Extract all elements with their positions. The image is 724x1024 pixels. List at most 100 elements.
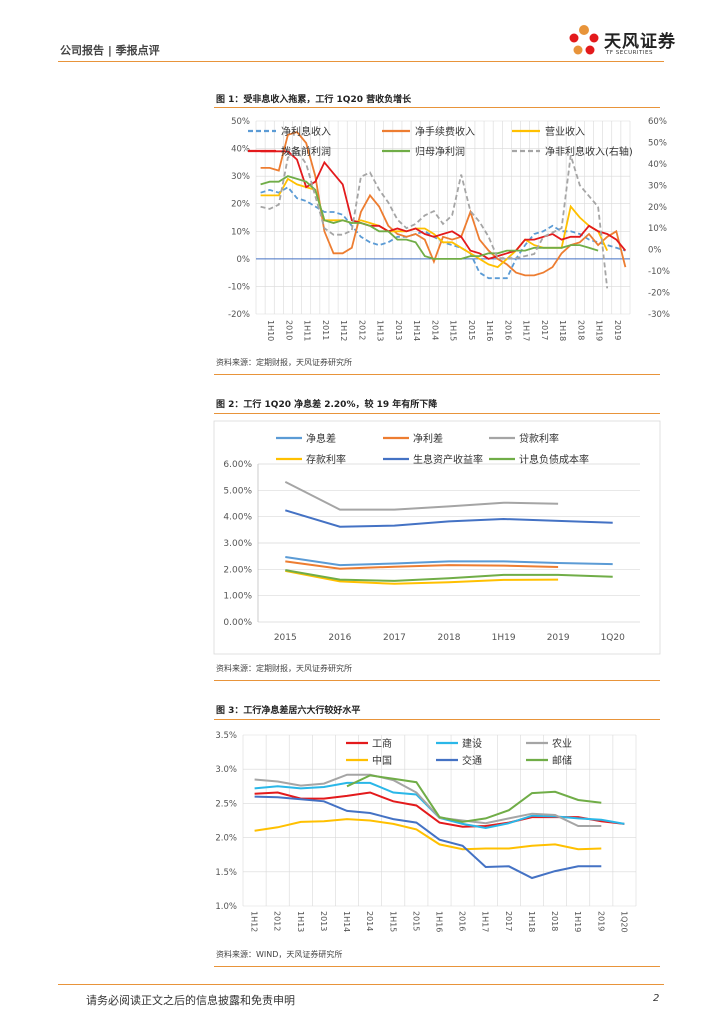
figure-1-source: 资料来源：定期财报，天风证券研究所 bbox=[216, 358, 352, 367]
chart-3-x-tick: 2013 bbox=[319, 911, 328, 931]
chart-2-x-tick: 1Q20 bbox=[601, 633, 626, 643]
chart-1-y-tick-right: 50% bbox=[648, 138, 667, 148]
chart-1-x-tick: 2012 bbox=[357, 320, 366, 340]
chart-3-x-tick: 1H19 bbox=[573, 911, 582, 932]
chart-3-legend-label: 邮储 bbox=[552, 754, 572, 767]
chart-1-x-tick: 1H16 bbox=[485, 320, 494, 341]
figure-2-bottom-rule bbox=[214, 680, 660, 681]
chart-1-x-tick: 1H17 bbox=[522, 320, 531, 341]
chart-3: 3.5% 3.0% 2.5% 2.0% 1.5% 1.0% 1H12 2012 1H13 2013… bbox=[215, 731, 637, 933]
chart-2-y-tick: 2.00% bbox=[223, 565, 252, 575]
chart-1-y-tick-left: -20% bbox=[228, 310, 250, 320]
chart-1-y-tick-right: -10% bbox=[648, 267, 670, 277]
chart-3-x-tick: 2014 bbox=[365, 911, 374, 931]
chart-3-y-tick: 1.0% bbox=[215, 902, 237, 912]
figure-1-title: 图 1：受非息收入拖累，工行 1Q20 营收负增长 bbox=[216, 95, 412, 105]
chart-1-y-tick-left: 10% bbox=[231, 227, 250, 237]
chart-1-y-tick-right: 20% bbox=[648, 203, 667, 213]
footer-disclaimer: 请务必阅读正文之后的信息披露和免责申明 bbox=[86, 994, 295, 1007]
chart-1-legend-label: 营业收入 bbox=[545, 125, 585, 138]
chart-3-series-line bbox=[254, 773, 602, 827]
chart-1-y-tick-left: -10% bbox=[228, 282, 250, 292]
chart-1-y-tick-right: 30% bbox=[648, 181, 667, 191]
chart-2-legend-label: 生息资产收益率 bbox=[413, 453, 483, 466]
figure-2-top-rule bbox=[214, 413, 660, 414]
chart-1-x-tick: 2017 bbox=[540, 320, 549, 340]
chart-2-series-line bbox=[284, 481, 559, 511]
chart-3-y-tick: 3.0% bbox=[215, 765, 237, 775]
chart-1-legend-label: 净非利息收入(右轴) bbox=[545, 145, 633, 158]
logo-subtext: TF SECURITIES bbox=[606, 50, 653, 56]
company-logo-icon bbox=[569, 25, 599, 55]
chart-3-series-line bbox=[254, 795, 602, 880]
chart-3-legend-label: 建设 bbox=[462, 737, 482, 750]
chart-1-y-tick-right: 10% bbox=[648, 224, 667, 234]
logo-text: 天风证券 bbox=[604, 32, 676, 52]
figure-3-top-rule bbox=[214, 719, 660, 720]
chart-1-legend-label: 拨备前利润 bbox=[281, 145, 331, 158]
chart-1-x-tick: 2015 bbox=[467, 320, 476, 340]
chart-1-x-tick: 2019 bbox=[613, 320, 622, 340]
chart-2-legend-label: 存款利率 bbox=[306, 453, 346, 466]
footer-divider bbox=[58, 984, 664, 985]
chart-3-y-tick: 2.0% bbox=[215, 834, 237, 844]
figure-2-source: 资料来源：定期财报，天风证券研究所 bbox=[216, 664, 352, 673]
chart-1-y-tick-right: 0% bbox=[648, 246, 662, 256]
chart-1-y-tick-right: -20% bbox=[648, 289, 670, 299]
report-type-header: 公司报告 | 季报点评 bbox=[60, 44, 160, 57]
chart-1-x-tick: 2018 bbox=[576, 320, 585, 340]
chart-1-x-tick: 1H14 bbox=[412, 320, 421, 341]
chart-3-x-tick: 1H18 bbox=[527, 911, 536, 932]
figure-3-source: 资料来源：WIND，天风证券研究所 bbox=[216, 950, 343, 959]
chart-1-x-tick: 1H13 bbox=[376, 320, 385, 341]
chart-1-x-tick: 2010 bbox=[284, 320, 293, 340]
chart-1-x-tick: 2016 bbox=[503, 320, 512, 340]
figure-2-title: 图 2：工行 1Q20 净息差 2.20%，较 19 年有所下降 bbox=[216, 400, 438, 410]
chart-1-x-tick: 1H11 bbox=[303, 320, 312, 341]
chart-3-x-tick: 1H14 bbox=[342, 911, 351, 932]
chart-2-series-line bbox=[285, 569, 613, 582]
chart-1-legend-label: 归母净利润 bbox=[415, 145, 465, 158]
chart-1-y-tick-right: 60% bbox=[648, 117, 667, 127]
page-number: 2 bbox=[653, 993, 660, 1004]
figure-3-title: 图 3：工行净息差居六大行较好水平 bbox=[216, 706, 361, 716]
chart-3-y-tick: 3.5% bbox=[215, 731, 237, 741]
chart-2-legend-label: 净利差 bbox=[413, 432, 443, 445]
chart-3-y-tick: 2.5% bbox=[215, 799, 237, 809]
chart-1-y-tick-left: 40% bbox=[231, 145, 250, 155]
chart-1-x-tick: 2013 bbox=[394, 320, 403, 340]
chart-2-y-tick: 4.00% bbox=[223, 513, 252, 523]
chart-2-x-tick: 2018 bbox=[438, 633, 461, 643]
chart-2-x-tick: 2015 bbox=[274, 633, 297, 643]
chart-3-y-tick: 1.5% bbox=[215, 868, 237, 878]
chart-2-x-tick: 2019 bbox=[547, 633, 570, 643]
chart-2-series-line bbox=[285, 560, 559, 570]
chart-1-x-tick: 2011 bbox=[321, 320, 330, 340]
chart-3-x-tick: 1Q20 bbox=[619, 911, 628, 933]
chart-3-x-tick: 2015 bbox=[411, 911, 420, 931]
chart-1-x-tick: 1H19 bbox=[595, 320, 604, 341]
header-divider bbox=[58, 61, 664, 62]
chart-1-y-tick-right: 40% bbox=[648, 160, 667, 170]
chart-3-series-line bbox=[254, 818, 602, 851]
chart-2-x-tick: 1H19 bbox=[492, 633, 516, 643]
chart-1-y-tick-left: 0% bbox=[237, 255, 251, 265]
chart-3-x-tick: 1H13 bbox=[296, 911, 305, 932]
chart-2-y-tick: 5.00% bbox=[223, 486, 252, 496]
chart-2-y-tick: 6.00% bbox=[223, 460, 252, 470]
chart-3-legend-label: 农业 bbox=[552, 737, 572, 750]
chart-1-y-tick-left: 50% bbox=[231, 117, 250, 127]
chart-2-x-tick: 2016 bbox=[328, 633, 351, 643]
chart-1-y-tick-left: 20% bbox=[231, 200, 250, 210]
chart-1-x-tick: 1H10 bbox=[266, 320, 275, 341]
chart-2-series-line bbox=[285, 509, 613, 528]
chart-1-series-line bbox=[260, 175, 599, 260]
chart-2-y-tick: 0.00% bbox=[223, 618, 252, 628]
chart-3-x-tick: 2018 bbox=[550, 911, 559, 931]
figure-1-bottom-rule bbox=[214, 374, 660, 375]
chart-1-x-tick: 1H15 bbox=[449, 320, 458, 341]
chart-3-legend-label: 工商 bbox=[372, 737, 392, 750]
figure-1-top-rule bbox=[214, 107, 660, 108]
chart-2-series-line bbox=[285, 569, 559, 585]
chart-2-series-line bbox=[285, 556, 613, 567]
